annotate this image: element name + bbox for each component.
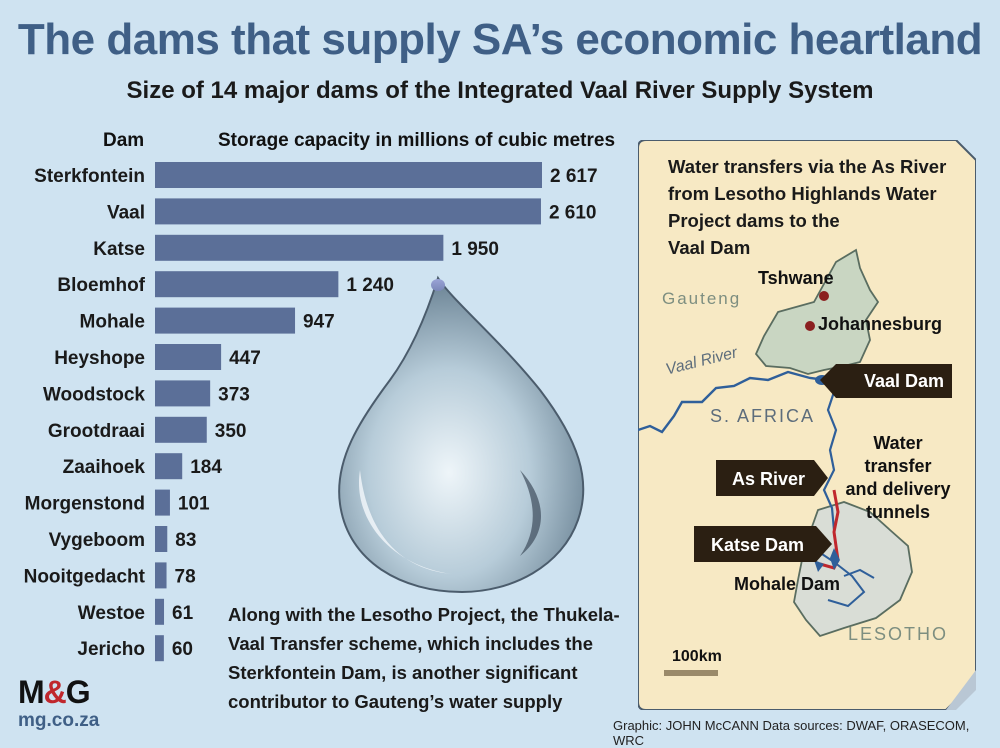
logo-m: M [18, 674, 45, 710]
value-label-woodstock: 373 [218, 384, 250, 405]
bar-westoe [155, 598, 165, 625]
capacity-column-header: Storage capacity in millions of cubic me… [218, 130, 616, 151]
tshwane-marker [819, 291, 829, 301]
as-river-tag-shape [716, 460, 828, 496]
category-label-bloemhof: Bloemhof [57, 275, 145, 296]
dam-column-header: Dam [103, 130, 145, 151]
bar-vaal [155, 198, 541, 225]
value-label-nooitgedacht: 78 [175, 566, 196, 587]
map-caption-line-2: from Lesotho Highlands Water [668, 183, 937, 204]
map-caption-line-1: Water transfers via the As River [668, 156, 947, 177]
mg-logo: M&G [18, 674, 91, 710]
logo-ampersand: & [43, 674, 67, 710]
lesotho-label: LESOTHO [848, 624, 949, 644]
bar-grootdraai [155, 416, 207, 443]
s-africa-label: S. AFRICA [710, 406, 816, 426]
value-label-jericho: 60 [172, 639, 193, 660]
tshwane-label: Tshwane [758, 268, 834, 288]
value-label-vaal: 2 610 [549, 202, 597, 223]
tunnel-label-line-3: tunnels [865, 502, 930, 522]
category-label-westoe: Westoe [78, 603, 145, 624]
bar-nooitgedacht [155, 562, 167, 589]
bar-sterkfontein [155, 162, 542, 188]
category-label-jericho: Jericho [77, 639, 145, 660]
category-label-grootdraai: Grootdraai [48, 421, 145, 442]
bar-vygeboom [155, 526, 168, 552]
bar-katse [155, 234, 444, 261]
value-label-westoe: 61 [172, 603, 194, 624]
page-title: The dams that supply SA’s economic heart… [17, 15, 983, 64]
tunnel-label-line-1: Water transfer [864, 433, 932, 476]
vaal-river [638, 370, 827, 434]
transfer-tunnel-line [819, 489, 840, 570]
katse-dam-tag-shape [694, 526, 832, 562]
johannesburg-label: Johannesburg [818, 314, 943, 334]
gauteng-region [754, 248, 880, 375]
value-label-bloemhof: 1 240 [346, 275, 394, 296]
source-credit: Graphic: JOHN McCANN Data sources: DWAF,… [613, 718, 970, 748]
category-label-nooitgedacht: Nooitgedacht [24, 566, 146, 587]
scale-label: 100km [672, 648, 722, 665]
bar-zaaihoek [155, 453, 183, 480]
category-label-woodstock: Woodstock [43, 384, 145, 405]
value-label-zaaihoek: 184 [190, 457, 222, 478]
category-label-mohale: Mohale [80, 312, 145, 333]
category-label-heyshope: Heyshope [54, 348, 145, 369]
logo-url: mg.co.za [18, 710, 100, 731]
page-subtitle: Size of 14 major dams of the Integrated … [126, 77, 874, 104]
tunnel-label: Water transfer and delivery tunnels [842, 432, 954, 524]
category-label-zaaihoek: Zaaihoek [63, 457, 146, 478]
as-river-tag: As River [732, 469, 806, 489]
value-label-katse: 1 950 [451, 239, 499, 260]
category-label-morgenstond: Morgenstond [25, 494, 145, 515]
value-label-mohale: 947 [303, 312, 335, 333]
scale-bar [664, 670, 718, 676]
water-drop-illustration [338, 275, 585, 594]
gauteng-label: Gauteng [662, 289, 742, 308]
vaal-dam-tag-shape [820, 364, 952, 398]
map-caption: Water transfers via the As River from Le… [668, 153, 968, 261]
bar-heyshope [155, 344, 222, 370]
value-label-sterkfontein: 2 617 [550, 166, 598, 187]
mohale-dam-label: Mohale Dam [734, 574, 841, 594]
bar-morgenstond [155, 489, 170, 516]
map-caption-line-4: Vaal Dam [668, 237, 751, 258]
value-label-vygeboom: 83 [175, 530, 196, 551]
map-caption-line-3: Project dams to the [668, 210, 840, 231]
value-label-heyshope: 447 [229, 348, 261, 369]
category-label-vaal: Vaal [107, 202, 145, 223]
bar-mohale [155, 307, 296, 334]
value-label-morgenstond: 101 [178, 494, 210, 515]
map-panel [638, 140, 976, 710]
category-label-sterkfontein: Sterkfontein [34, 166, 145, 187]
category-label-vygeboom: Vygeboom [49, 530, 145, 551]
vaal-dam-tag: Vaal Dam [864, 371, 945, 391]
johannesburg-marker [805, 321, 815, 331]
bar-bloemhof [155, 271, 339, 298]
bar-woodstock [155, 380, 211, 407]
thukela-vaal-note: Along with the Lesotho Project, the Thuk… [228, 604, 620, 712]
value-label-grootdraai: 350 [215, 421, 247, 442]
katse-dam-tag: Katse Dam [711, 535, 805, 555]
logo-g: G [65, 674, 91, 710]
category-label-katse: Katse [93, 239, 145, 260]
tunnel-label-line-2: and delivery [845, 479, 951, 499]
bar-jericho [155, 635, 164, 662]
